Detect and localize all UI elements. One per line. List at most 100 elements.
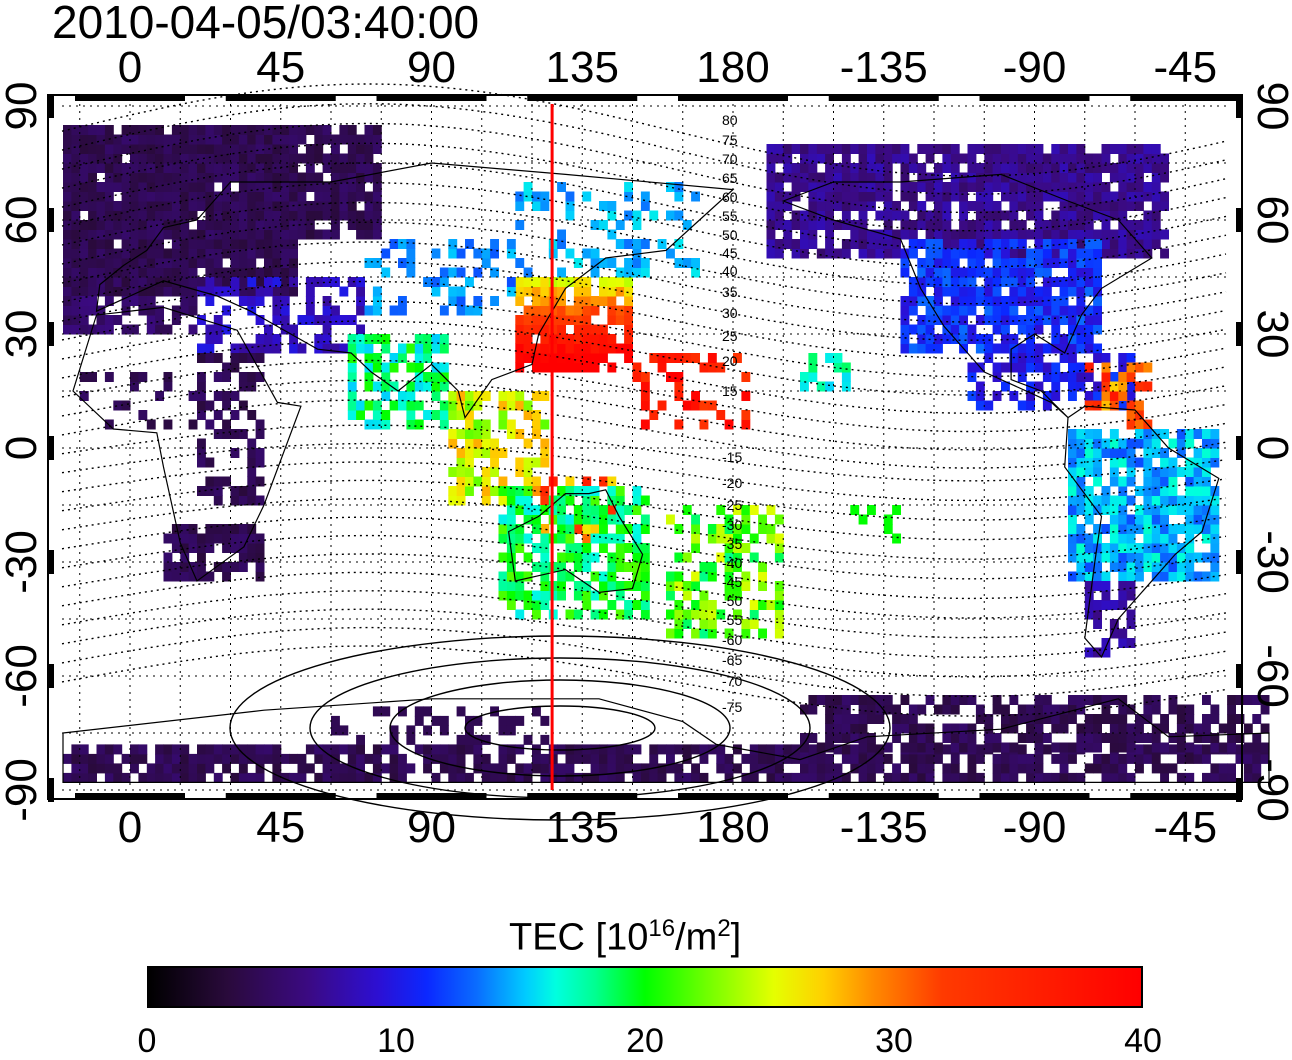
tec-cell bbox=[515, 343, 525, 354]
tec-cell bbox=[1026, 248, 1035, 259]
tec-cell bbox=[414, 419, 424, 430]
tec-cell bbox=[867, 772, 876, 783]
tec-cell bbox=[1093, 742, 1102, 753]
tec-cell bbox=[1051, 305, 1061, 316]
tec-cell bbox=[498, 552, 508, 563]
tec-cell bbox=[1118, 600, 1128, 610]
tec-cell bbox=[800, 753, 809, 764]
tec-cell bbox=[1026, 714, 1035, 724]
tec-cell bbox=[967, 239, 977, 249]
tec-cell bbox=[825, 172, 834, 183]
tec-cell bbox=[883, 742, 893, 753]
tec-cell bbox=[372, 400, 382, 411]
tec-cell bbox=[573, 543, 583, 553]
tec-cell bbox=[230, 191, 240, 202]
tec-cell bbox=[858, 210, 868, 221]
tec-cell bbox=[925, 277, 935, 287]
tec-cell bbox=[682, 353, 692, 363]
tec-cell bbox=[188, 258, 198, 268]
tec-cell bbox=[1227, 763, 1236, 774]
tec-cell bbox=[607, 296, 617, 306]
tec-cell bbox=[322, 163, 332, 173]
tec-cell bbox=[1227, 714, 1236, 724]
tec-cell bbox=[155, 391, 164, 401]
tec-cell bbox=[1101, 590, 1111, 601]
tec-cell bbox=[314, 125, 324, 135]
tec-cell bbox=[255, 353, 265, 363]
tec-cell bbox=[1101, 229, 1111, 240]
tec-cell bbox=[624, 505, 633, 515]
tec-cell bbox=[590, 744, 600, 755]
tec-cell bbox=[1084, 210, 1094, 221]
mlat-contour bbox=[61, 300, 1227, 378]
tec-cell bbox=[808, 704, 818, 715]
tec-cell bbox=[1252, 714, 1262, 724]
tec-cell bbox=[1051, 163, 1061, 173]
tec-cell bbox=[1151, 220, 1161, 230]
tec-cell bbox=[1101, 638, 1111, 648]
tec-cell bbox=[624, 239, 633, 249]
tec-cell bbox=[1093, 400, 1102, 411]
tec-cell bbox=[800, 210, 809, 221]
mlat-contour bbox=[61, 103, 1227, 195]
tec-cell bbox=[197, 239, 206, 249]
tec-cell bbox=[71, 324, 81, 335]
tec-cell bbox=[155, 220, 164, 230]
tec-cell bbox=[1168, 543, 1178, 553]
tec-cell bbox=[565, 277, 575, 287]
tec-cell bbox=[347, 381, 357, 392]
tec-cell bbox=[1143, 163, 1153, 173]
tec-cell bbox=[674, 609, 684, 620]
tec-cell bbox=[1202, 552, 1211, 563]
tec-cell bbox=[883, 210, 893, 221]
tec-cell bbox=[1126, 391, 1136, 401]
tec-cell bbox=[1068, 704, 1077, 715]
tec-cell bbox=[1051, 144, 1061, 154]
tec-cell bbox=[1101, 505, 1111, 515]
tec-cell bbox=[71, 125, 81, 135]
tec-cell bbox=[682, 258, 692, 268]
tec-cell bbox=[783, 229, 793, 240]
tec-cell bbox=[1185, 562, 1195, 572]
tec-cell bbox=[984, 220, 994, 230]
tec-cell bbox=[180, 220, 190, 230]
tec-cell bbox=[934, 182, 943, 192]
tec-cell bbox=[724, 581, 734, 591]
tec-cell bbox=[163, 229, 173, 240]
tec-cell bbox=[130, 182, 139, 192]
tec-cell bbox=[171, 543, 181, 553]
tec-cell bbox=[1252, 763, 1262, 774]
tec-cell bbox=[1042, 372, 1052, 382]
tec-cell bbox=[1260, 704, 1270, 715]
tec-cell bbox=[1109, 543, 1119, 553]
tec-cell bbox=[205, 571, 215, 582]
tec-cell bbox=[406, 400, 416, 411]
tec-cell bbox=[1093, 296, 1102, 306]
tec-cell bbox=[63, 315, 72, 325]
tec-cell bbox=[1093, 182, 1102, 192]
tec-cell bbox=[1034, 733, 1044, 743]
tec-cell bbox=[1193, 571, 1203, 582]
tec-cell bbox=[615, 772, 625, 783]
tec-cell bbox=[238, 381, 248, 392]
tec-cell bbox=[1126, 438, 1136, 449]
tec-cell bbox=[532, 514, 541, 525]
tec-cell bbox=[774, 744, 784, 755]
tec-cell bbox=[272, 334, 282, 344]
tec-cell bbox=[230, 543, 240, 553]
tec-cell bbox=[867, 144, 876, 154]
tec-cell bbox=[766, 248, 776, 259]
tec-cell bbox=[523, 571, 533, 582]
tec-cell bbox=[875, 714, 885, 724]
tec-cell bbox=[63, 753, 72, 764]
tec-cell bbox=[431, 772, 441, 783]
tec-cell bbox=[1202, 571, 1211, 582]
tec-cell bbox=[841, 704, 851, 715]
tec-cell bbox=[573, 315, 583, 325]
tec-cell bbox=[632, 267, 642, 278]
tec-cell bbox=[808, 144, 818, 154]
tec-cell bbox=[356, 400, 365, 411]
tec-cell bbox=[1042, 744, 1052, 755]
tec-cell bbox=[163, 562, 173, 572]
tec-cell bbox=[339, 286, 349, 297]
